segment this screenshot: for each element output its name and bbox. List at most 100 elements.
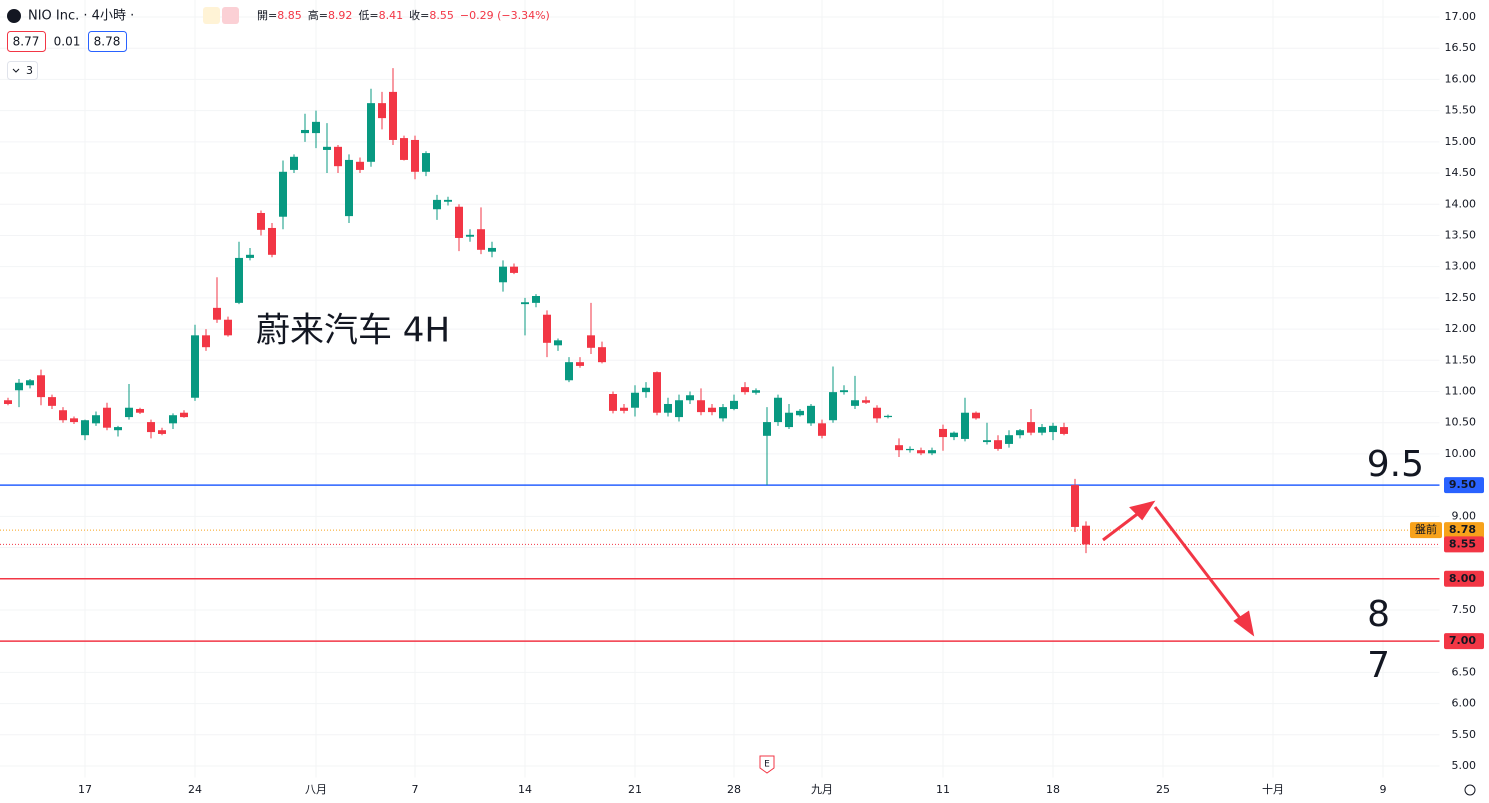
price-tag xyxy=(1444,536,1484,553)
levels xyxy=(0,484,1440,642)
candle-body xyxy=(1060,427,1068,434)
candle-body xyxy=(719,407,727,419)
candle-body xyxy=(653,372,661,413)
x-tick-label: 18 xyxy=(1046,783,1060,796)
x-tick-label: 八月 xyxy=(305,783,327,796)
ohlc-label: 高= xyxy=(308,8,328,22)
candle-body xyxy=(246,254,254,258)
candle-body xyxy=(675,400,683,418)
ohlc-label: 收= xyxy=(409,8,429,22)
candle-body xyxy=(37,375,45,398)
candle-body xyxy=(466,234,474,237)
candle-body xyxy=(851,400,859,406)
candle-body xyxy=(1038,427,1046,433)
candle-body xyxy=(1049,425,1057,433)
session-icon[interactable] xyxy=(203,7,220,24)
price-label: 8.78 xyxy=(1449,523,1476,536)
earnings-marker[interactable] xyxy=(759,755,775,774)
candle-body xyxy=(224,319,232,336)
candle-body xyxy=(477,229,485,250)
price-label: 8.55 xyxy=(1449,537,1476,550)
candle-body xyxy=(455,206,463,238)
y-tick-label: 6.50 xyxy=(1452,665,1477,678)
candle-body xyxy=(81,420,89,436)
x-tick-label: 21 xyxy=(628,783,642,796)
candle-body xyxy=(1027,422,1035,433)
y-tick-label: 14.00 xyxy=(1445,197,1477,210)
spread: 0.01 xyxy=(54,35,81,49)
y-tick-label: 13.50 xyxy=(1445,228,1477,241)
candle-body xyxy=(147,422,155,433)
ohlc-label: 低= xyxy=(358,9,378,22)
candle-body xyxy=(312,121,320,134)
chevron xyxy=(12,68,20,73)
candle-body xyxy=(411,139,419,172)
level-tag xyxy=(1444,477,1484,494)
candle-body xyxy=(180,412,188,418)
candle-body xyxy=(664,403,672,413)
candle-body xyxy=(400,138,408,160)
y-tick-label: 11.00 xyxy=(1445,385,1477,398)
candle-body xyxy=(895,445,903,451)
ohlc-value: 8.41 xyxy=(379,9,404,22)
symbol-logo xyxy=(7,9,21,23)
candle-body xyxy=(961,412,969,439)
y-tick-label: 7.50 xyxy=(1452,603,1477,616)
candle-body xyxy=(202,335,210,348)
bid-box[interactable] xyxy=(7,31,46,52)
candle-body xyxy=(862,400,870,403)
candle-body xyxy=(543,314,551,343)
settings-icon[interactable] xyxy=(1464,784,1476,796)
candle-body xyxy=(917,450,925,454)
candle-body xyxy=(1082,525,1090,545)
candle-body xyxy=(686,395,694,401)
chart-title[interactable]: NIO Inc. · 4小時 · xyxy=(28,9,134,24)
ohlc-legend: 開=8.85 高=8.92 低=8.41 收=8.55 −0.29 (−3.34%) xyxy=(257,8,550,22)
x-tick-label: 14 xyxy=(518,783,532,796)
y-tick-label: 10.00 xyxy=(1445,447,1477,460)
candle-body xyxy=(48,397,56,406)
candle-body xyxy=(59,410,67,421)
candle-body xyxy=(884,415,892,418)
candle-body xyxy=(92,415,100,424)
x-tick-label: 11 xyxy=(936,783,950,796)
candle-body xyxy=(532,296,540,303)
candle-body xyxy=(741,387,749,393)
candle-body xyxy=(708,407,716,413)
candle-body xyxy=(972,412,980,419)
candle-body xyxy=(807,405,815,424)
candle-body xyxy=(598,347,606,363)
candle-body xyxy=(950,432,958,438)
candle-body xyxy=(1071,485,1079,527)
arrow-up xyxy=(1102,510,1141,542)
x-tick-label: 7 xyxy=(412,783,419,796)
y-tick-label: 5.50 xyxy=(1452,728,1477,741)
candle-body xyxy=(279,171,287,217)
candle-body xyxy=(785,412,793,428)
y-tick-label: 16.00 xyxy=(1445,72,1477,85)
delay-icon[interactable] xyxy=(222,7,239,24)
price-tag xyxy=(1444,522,1484,539)
x-tick-label: 十月 xyxy=(1262,782,1284,796)
candle-body xyxy=(268,227,276,255)
arrowhead xyxy=(1129,500,1156,521)
candle-body xyxy=(257,212,265,230)
annotation: 蔚来汽车 4H xyxy=(256,311,450,351)
candle-body xyxy=(488,247,496,252)
level-label: 8.00 xyxy=(1449,572,1476,585)
arrowhead xyxy=(1233,610,1255,637)
candle-body xyxy=(730,400,738,409)
x-tick-label: 9 xyxy=(1380,783,1387,796)
candle-body xyxy=(906,448,914,451)
candle-body xyxy=(763,422,771,436)
arrow-down xyxy=(1153,506,1245,623)
candle-body xyxy=(840,390,848,393)
candle-body xyxy=(521,302,529,305)
y-tick-label: 12.00 xyxy=(1445,322,1477,335)
candle-body xyxy=(939,428,947,438)
indicators-toggle[interactable] xyxy=(7,61,38,80)
ask-box[interactable] xyxy=(88,31,127,52)
